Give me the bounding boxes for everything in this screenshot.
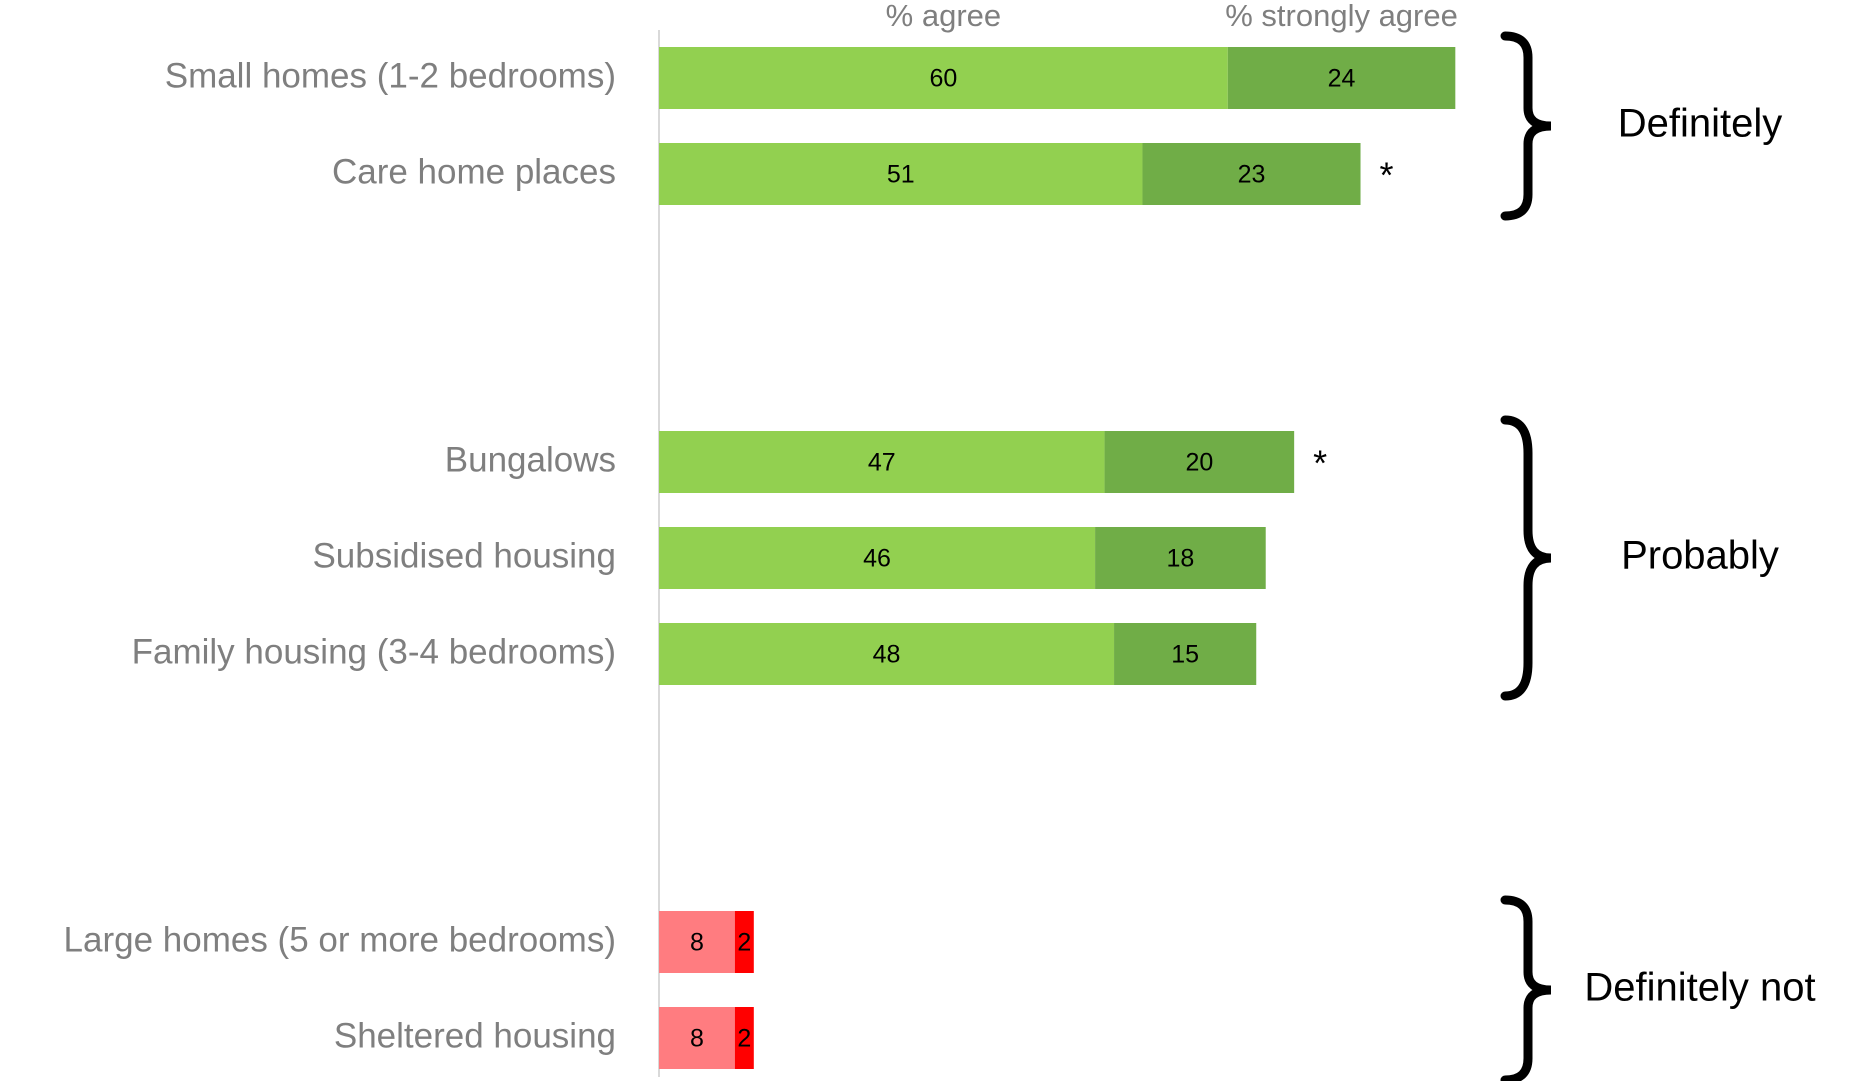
value-label: 47 [868,449,896,477]
value-label: 15 [1171,641,1199,669]
value-label: 60 [929,65,957,93]
category-label: Care home places [332,152,616,191]
bar-segment [659,431,1105,493]
category-label: Bungalows [445,440,616,479]
group-brace [1500,415,1552,701]
group-label: Probably [1621,534,1779,578]
category-label: Sheltered housing [334,1016,616,1055]
bar-segment [1142,143,1361,205]
bar-segment [659,911,735,973]
value-label: 24 [1328,65,1356,93]
value-label: 8 [690,1025,704,1053]
bar-segment [1114,623,1257,685]
category-label: Family housing (3-4 bedrooms) [132,632,616,671]
value-label: 51 [887,161,915,189]
category-label: Small homes (1-2 bedrooms) [165,56,616,95]
group-label: Definitely not [1584,966,1815,1010]
bar-segment [659,1007,735,1069]
group-label: Definitely [1618,102,1783,146]
bar-segment [1095,527,1266,589]
value-label: 20 [1185,449,1213,477]
bar-segment [1104,431,1295,493]
value-label: 23 [1238,161,1266,189]
value-label: 2 [737,929,751,957]
annotation: * [1313,443,1327,484]
value-label: 2 [737,1025,751,1053]
bar-segment [659,47,1228,109]
group-brace [1500,895,1552,1081]
category-label: Subsidised housing [312,536,616,575]
annotation: * [1380,155,1394,196]
group-brace [1500,31,1552,221]
value-label: 8 [690,929,704,957]
bar-segment [659,143,1143,205]
bar-segment [734,1007,754,1069]
value-label: 18 [1166,545,1194,573]
bar-segment [659,623,1115,685]
legend-label: % agree [886,0,1001,33]
bar-segment [734,911,754,973]
legend-label: % strongly agree [1225,0,1458,33]
bar-segment [659,527,1096,589]
bar-segment [1227,47,1456,109]
category-label: Large homes (5 or more bedrooms) [64,920,616,959]
value-label: 46 [863,545,891,573]
value-label: 48 [873,641,901,669]
